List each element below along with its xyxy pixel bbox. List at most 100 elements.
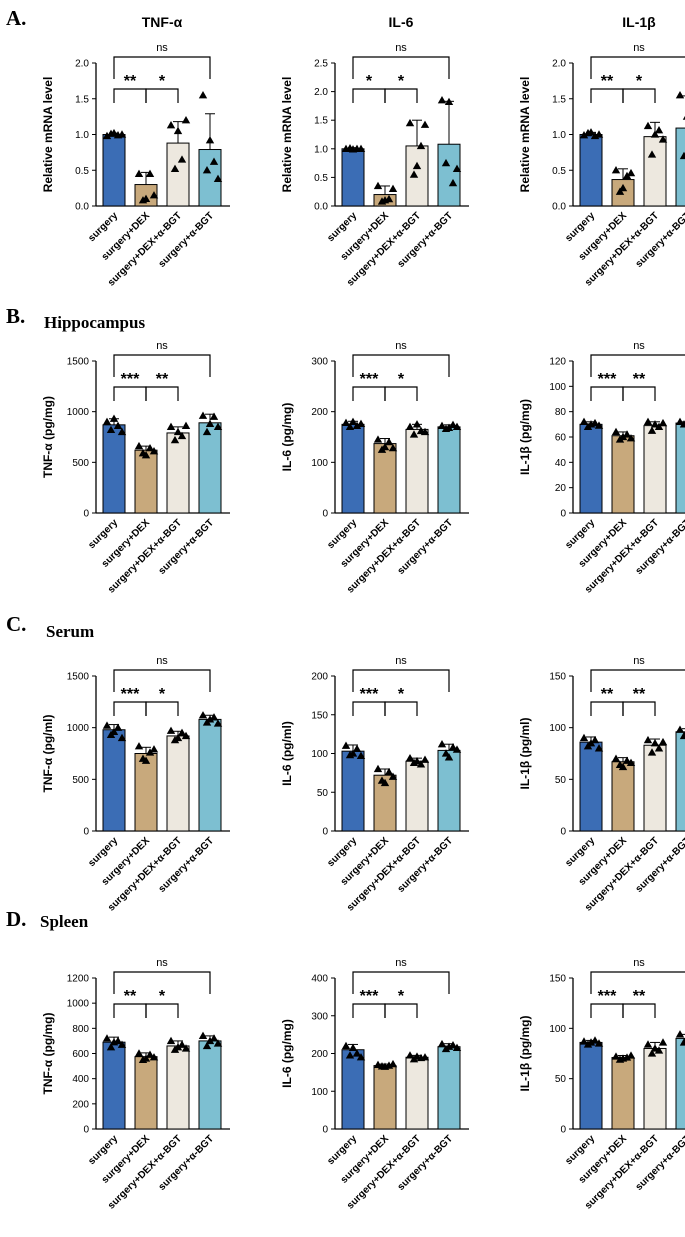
chart-2-point xyxy=(594,130,604,138)
chart-4-ytick-label: 200 xyxy=(311,407,328,418)
chart-0-point xyxy=(117,130,127,138)
chart-9-sig-label: * xyxy=(159,988,166,1005)
chart-5-ytick-label: 80 xyxy=(555,407,567,418)
chart-9-point xyxy=(134,1049,144,1057)
chart-3 xyxy=(92,354,230,514)
chart-0-point xyxy=(170,164,180,172)
chart-11-point xyxy=(590,1036,600,1044)
chart-0-point xyxy=(213,174,223,182)
chart-2-ytick-label: 1.5 xyxy=(552,94,566,105)
chart-11-ytick-label: 50 xyxy=(555,1074,567,1085)
chart-0-point xyxy=(181,116,191,124)
chart-1-point xyxy=(405,118,415,127)
chart-5-point xyxy=(647,426,657,434)
chart-6-ytick-label: 0 xyxy=(83,827,89,838)
chart-7-sig-label: *** xyxy=(360,686,379,703)
chart-6-point xyxy=(181,731,191,740)
chart-5-point xyxy=(654,422,664,431)
chart-4-point xyxy=(452,422,462,431)
chart-10-sig-bracket xyxy=(352,1003,386,1018)
chart-8-ytick-label: 100 xyxy=(549,723,566,734)
chart-1-point xyxy=(416,141,426,150)
chart-2-ytick-label: 0.5 xyxy=(552,166,566,177)
chart-6-point xyxy=(117,733,127,742)
chart-5-point xyxy=(622,430,632,438)
chart-5-bar xyxy=(579,423,603,514)
chart-11-sig-label: ns xyxy=(633,957,645,969)
chart-10-point xyxy=(405,1051,415,1059)
chart-6-sig-label: ns xyxy=(156,655,168,667)
chart-4-sig-bracket xyxy=(352,386,386,401)
chart-8-ylabel: IL-1β (pg/ml) xyxy=(518,718,532,790)
chart-1-sig-bracket xyxy=(384,88,418,103)
chart-4-point xyxy=(444,423,454,432)
chart-9-sig-bracket xyxy=(113,971,211,994)
chart-1-ylabel: Relative mRNA level xyxy=(280,77,294,193)
chart-8-point xyxy=(643,735,653,744)
chart-5-sig-label: ns xyxy=(633,340,645,352)
chart-6-sig-label: *** xyxy=(121,686,140,703)
chart-8-ytick-label: 50 xyxy=(555,775,567,786)
chart-0-point xyxy=(166,121,176,129)
chart-9-sig-label: ** xyxy=(124,988,137,1005)
chart-8-point xyxy=(579,733,589,742)
chart-3-sig-bracket xyxy=(145,386,179,401)
chart-11-sig-bracket xyxy=(622,1003,656,1018)
chart-3-point xyxy=(113,421,123,430)
chart-9-point xyxy=(166,1036,176,1045)
chart-3-point xyxy=(117,427,127,436)
chart-11-point xyxy=(594,1039,604,1047)
chart-6-point xyxy=(145,748,155,756)
chart-1-point xyxy=(409,170,419,178)
chart-4 xyxy=(331,354,469,514)
chart-0-ylabel: Relative mRNA level xyxy=(41,77,55,193)
chart-6-point xyxy=(102,721,112,729)
chart-3-point xyxy=(177,431,187,440)
chart-7-point xyxy=(341,741,351,749)
chart-10-bar xyxy=(341,1049,365,1130)
chart-5-point xyxy=(618,432,628,441)
chart-10-point xyxy=(348,1043,358,1051)
chart-3-sig-bracket xyxy=(113,386,147,401)
chart-3-point xyxy=(134,441,144,450)
chart-6-bar xyxy=(198,718,222,832)
chart-1-ytick-label: 2.0 xyxy=(314,87,328,98)
chart-2-point xyxy=(626,168,636,177)
chart-9-point xyxy=(141,1054,151,1062)
chart-9-ylabel: TNF-α (pg/mg) xyxy=(41,1012,55,1094)
chart-11-ylabel: IL-1β (pg/mg) xyxy=(518,1016,532,1092)
chart-1-ytick-label: 1.0 xyxy=(314,144,328,155)
chart-1-point xyxy=(356,144,366,152)
chart-6-point xyxy=(109,727,119,735)
chart-11-bar xyxy=(579,1041,603,1130)
chart-4-bar xyxy=(437,426,461,514)
panel-a-letter: A. xyxy=(6,6,27,30)
chart-7-point xyxy=(348,749,358,757)
chart-10-point xyxy=(356,1053,366,1061)
chart-11-bar xyxy=(611,1057,635,1130)
chart-11-bar xyxy=(643,1047,667,1130)
chart-0-ytick-label: 1.5 xyxy=(75,94,89,105)
chart-3-point xyxy=(166,422,176,431)
chart-3-point xyxy=(109,414,119,422)
chart-3-point xyxy=(149,446,159,455)
chart-0-ytick-label: 1.0 xyxy=(75,130,89,141)
chart-3-point xyxy=(202,427,212,436)
chart-8-point xyxy=(650,738,660,747)
chart-2-point xyxy=(643,121,653,130)
chart-5-point xyxy=(579,417,589,425)
chart-6-point xyxy=(173,733,183,742)
chart-8-point xyxy=(675,725,685,733)
chart-7-ylabel: IL-6 (pg/ml) xyxy=(280,721,294,786)
chart-7-point xyxy=(420,755,430,763)
chart-6-ytick-label: 500 xyxy=(72,775,89,786)
chart-2-ytick-label: 2.0 xyxy=(552,59,566,70)
chart-4-point xyxy=(356,419,366,427)
chart-2-sig-bracket xyxy=(590,88,624,103)
chart-10-ytick-label: 0 xyxy=(322,1125,328,1136)
chart-8-bar xyxy=(579,741,603,832)
chart-11-sig-bracket xyxy=(590,971,685,994)
chart-0-ytick-label: 0.5 xyxy=(75,166,89,177)
chart-0 xyxy=(92,56,230,207)
chart-8-sig-label: ns xyxy=(633,655,645,667)
